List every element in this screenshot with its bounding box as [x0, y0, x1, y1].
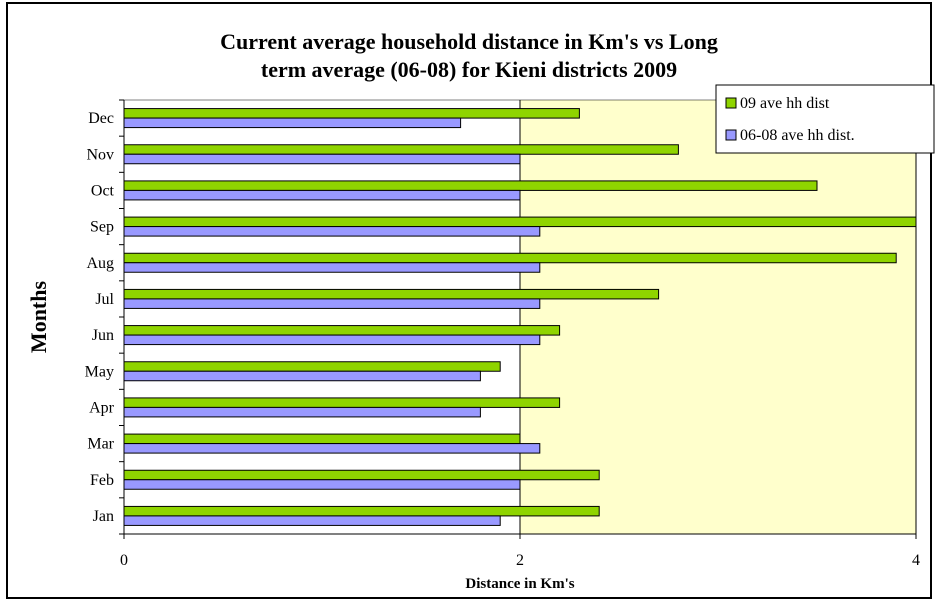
category-label-jun: Jun — [92, 327, 114, 344]
bar-feb-1 — [123, 479, 521, 490]
bar-jan-1 — [123, 515, 501, 526]
x-tick-label-0: 0 — [120, 552, 128, 569]
category-label-jul: Jul — [95, 291, 114, 308]
legend-label-09: 09 ave hh dist — [740, 95, 830, 112]
category-label-mar: Mar — [87, 436, 114, 453]
category-label-apr: Apr — [89, 399, 115, 416]
bar-jul-0 — [123, 288, 660, 300]
bar-aug-1 — [123, 262, 541, 273]
bar-nov-1 — [123, 153, 521, 165]
bar-dec-1 — [123, 117, 462, 129]
legend: 09 ave hh dist 06-08 ave hh dist. — [715, 84, 935, 154]
category-label-nov: Nov — [86, 146, 114, 163]
x-tick-label-2: 2 — [516, 552, 524, 569]
x-tick-label-4: 4 — [912, 552, 920, 569]
category-label-may: May — [85, 363, 114, 380]
bar-sep-1 — [123, 226, 541, 237]
bar-jun-1 — [123, 334, 541, 346]
bar-oct-1 — [123, 189, 521, 201]
x-axis-title: Distance in Km's — [465, 576, 574, 592]
bar-oct-0 — [123, 180, 818, 191]
category-label-oct: Oct — [91, 182, 115, 199]
chart-title-line-2: term average (06-08) for Kieni districts… — [260, 57, 678, 82]
gridlines — [123, 100, 917, 534]
bar-mar-0 — [123, 433, 521, 445]
bar-aug-0 — [123, 252, 897, 264]
category-label-aug: Aug — [86, 255, 114, 272]
bar-mar-1 — [123, 443, 541, 454]
legend-swatch-09 — [725, 97, 737, 109]
legend-label-06-08: 06-08 ave hh dist. — [740, 127, 855, 144]
bars — [123, 108, 917, 526]
category-label-jan: Jan — [93, 508, 114, 525]
bar-jan-0 — [123, 505, 600, 517]
bar-nov-0 — [123, 144, 679, 155]
legend-box — [715, 84, 935, 154]
category-label-dec: Dec — [88, 110, 114, 127]
axes — [119, 99, 917, 539]
x-tick-labels: 0 2 4 — [120, 552, 920, 569]
bar-may-0 — [123, 361, 501, 372]
category-label-feb: Feb — [90, 472, 114, 489]
y-axis-title: Months — [26, 281, 51, 354]
bar-sep-0 — [123, 216, 917, 228]
bar-apr-0 — [123, 397, 561, 408]
bar-apr-1 — [123, 406, 481, 418]
bar-jun-0 — [123, 325, 561, 336]
legend-swatch-06-08 — [725, 129, 737, 141]
chart-title-line-1: Current average household distance in Km… — [220, 29, 718, 54]
bar-may-1 — [123, 370, 481, 382]
category-label-sep: Sep — [90, 219, 114, 236]
bar-feb-0 — [123, 469, 600, 481]
bar-jul-1 — [123, 298, 541, 309]
chart-title: Current average household distance in Km… — [0, 28, 938, 84]
bar-dec-0 — [123, 108, 580, 119]
category-labels: Jan Feb Mar Apr May Jun Jul Aug Sep Oct Nov Dec — [85, 110, 115, 525]
plot-band-right — [520, 100, 916, 534]
